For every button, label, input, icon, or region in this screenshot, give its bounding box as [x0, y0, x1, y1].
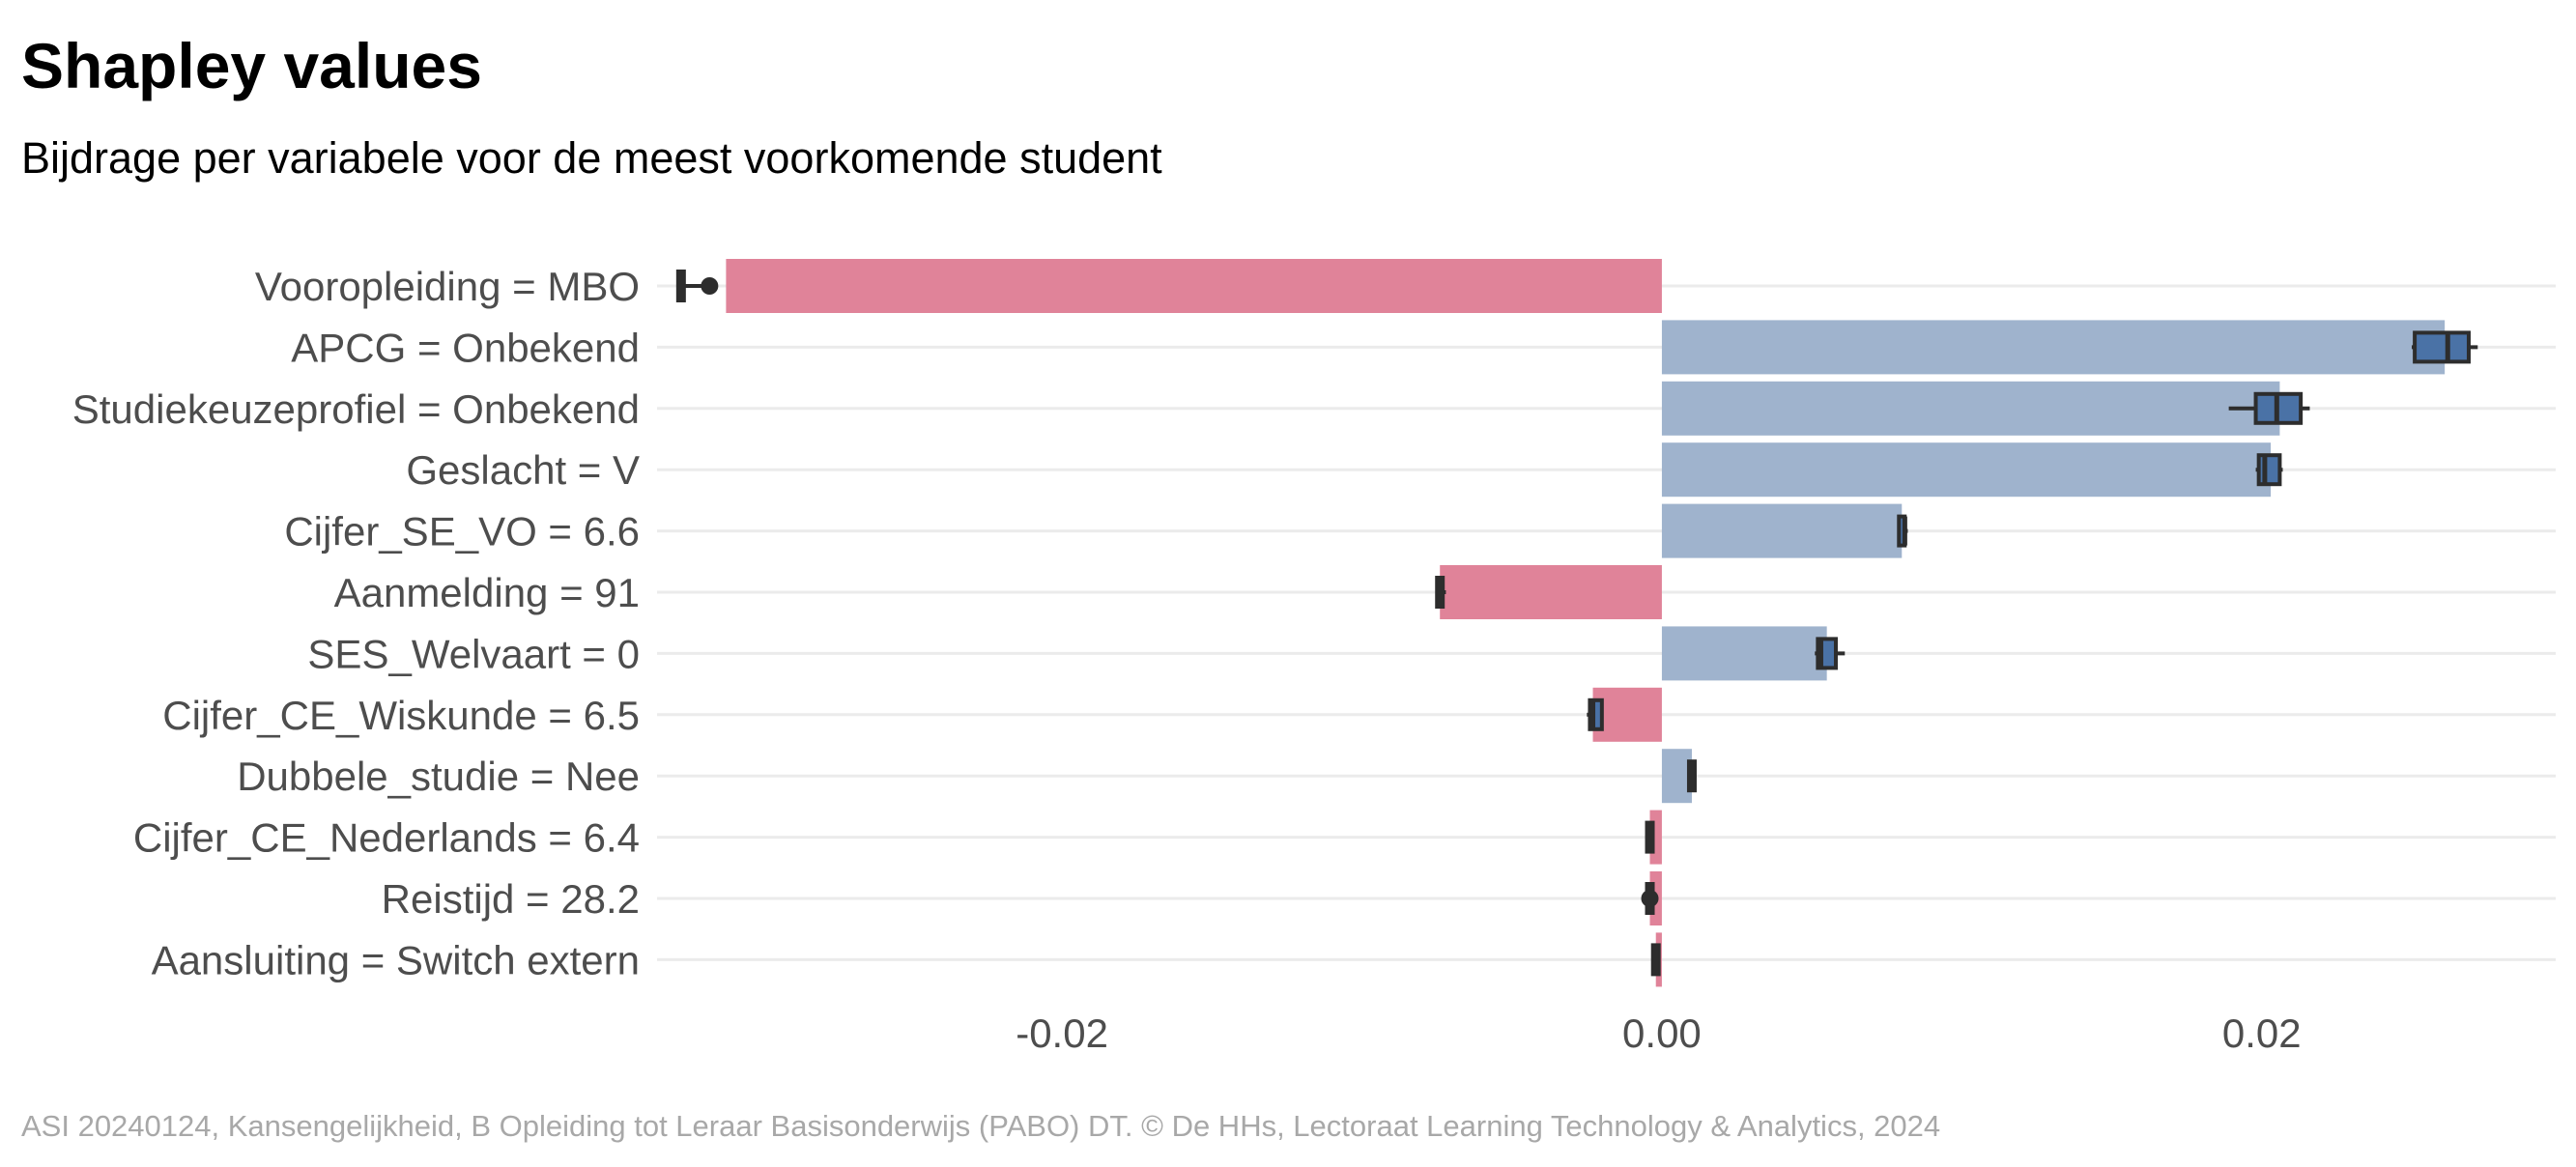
category-labels: Vooropleiding = MBO APCG = Onbekend Studie…	[72, 264, 640, 982]
bar	[726, 259, 1662, 313]
boxplot-box	[2413, 330, 2471, 364]
x-tick-label: 0.02	[2222, 1010, 2302, 1056]
bar	[1661, 626, 1827, 681]
category-label: Cijfer_CE_Nederlands = 6.4	[133, 815, 640, 861]
category-label: Cijfer_CE_Wiskunde = 6.5	[162, 693, 640, 738]
boxplot-outlier	[1641, 890, 1659, 907]
bar	[1661, 381, 2280, 436]
category-label: Cijfer_SE_VO = 6.6	[284, 509, 640, 555]
category-label: Dubbele_studie = Nee	[237, 754, 640, 799]
category-label: APCG = Onbekend	[291, 325, 640, 370]
boxplot-layer	[675, 270, 2478, 977]
bar	[1661, 503, 1903, 558]
category-label: Geslacht = V	[406, 447, 640, 493]
bar	[1661, 442, 2272, 498]
x-axis-ticks: -0.02 0.00 0.02	[1016, 1010, 2301, 1056]
x-tick-label: 0.00	[1622, 1010, 1702, 1056]
bar	[1592, 687, 1662, 742]
boxplot-outlier	[701, 277, 719, 295]
bar	[1661, 749, 1692, 804]
x-tick-label: -0.02	[1016, 1010, 1108, 1056]
chart-caption: ASI 20240124, Kansengelijkheid, B Opleid…	[21, 1109, 1941, 1143]
bar	[1440, 565, 1662, 619]
bar-layer	[726, 259, 2446, 987]
category-label: Vooropleiding = MBO	[255, 264, 640, 309]
category-label: Aansluiting = Switch extern	[152, 937, 640, 982]
category-label: SES_Welvaart = 0	[307, 631, 640, 676]
category-label: Aanmelding = 91	[334, 570, 640, 615]
category-label: Studiekeuzeprofiel = Onbekend	[72, 386, 640, 432]
category-label: Reistijd = 28.2	[382, 876, 640, 922]
chart-subtitle: Bijdrage per variabele voor de meest voo…	[21, 133, 1162, 183]
bar	[1661, 320, 2446, 375]
chart-title: Shapley values	[21, 30, 482, 101]
boxplot-box	[2256, 453, 2282, 487]
